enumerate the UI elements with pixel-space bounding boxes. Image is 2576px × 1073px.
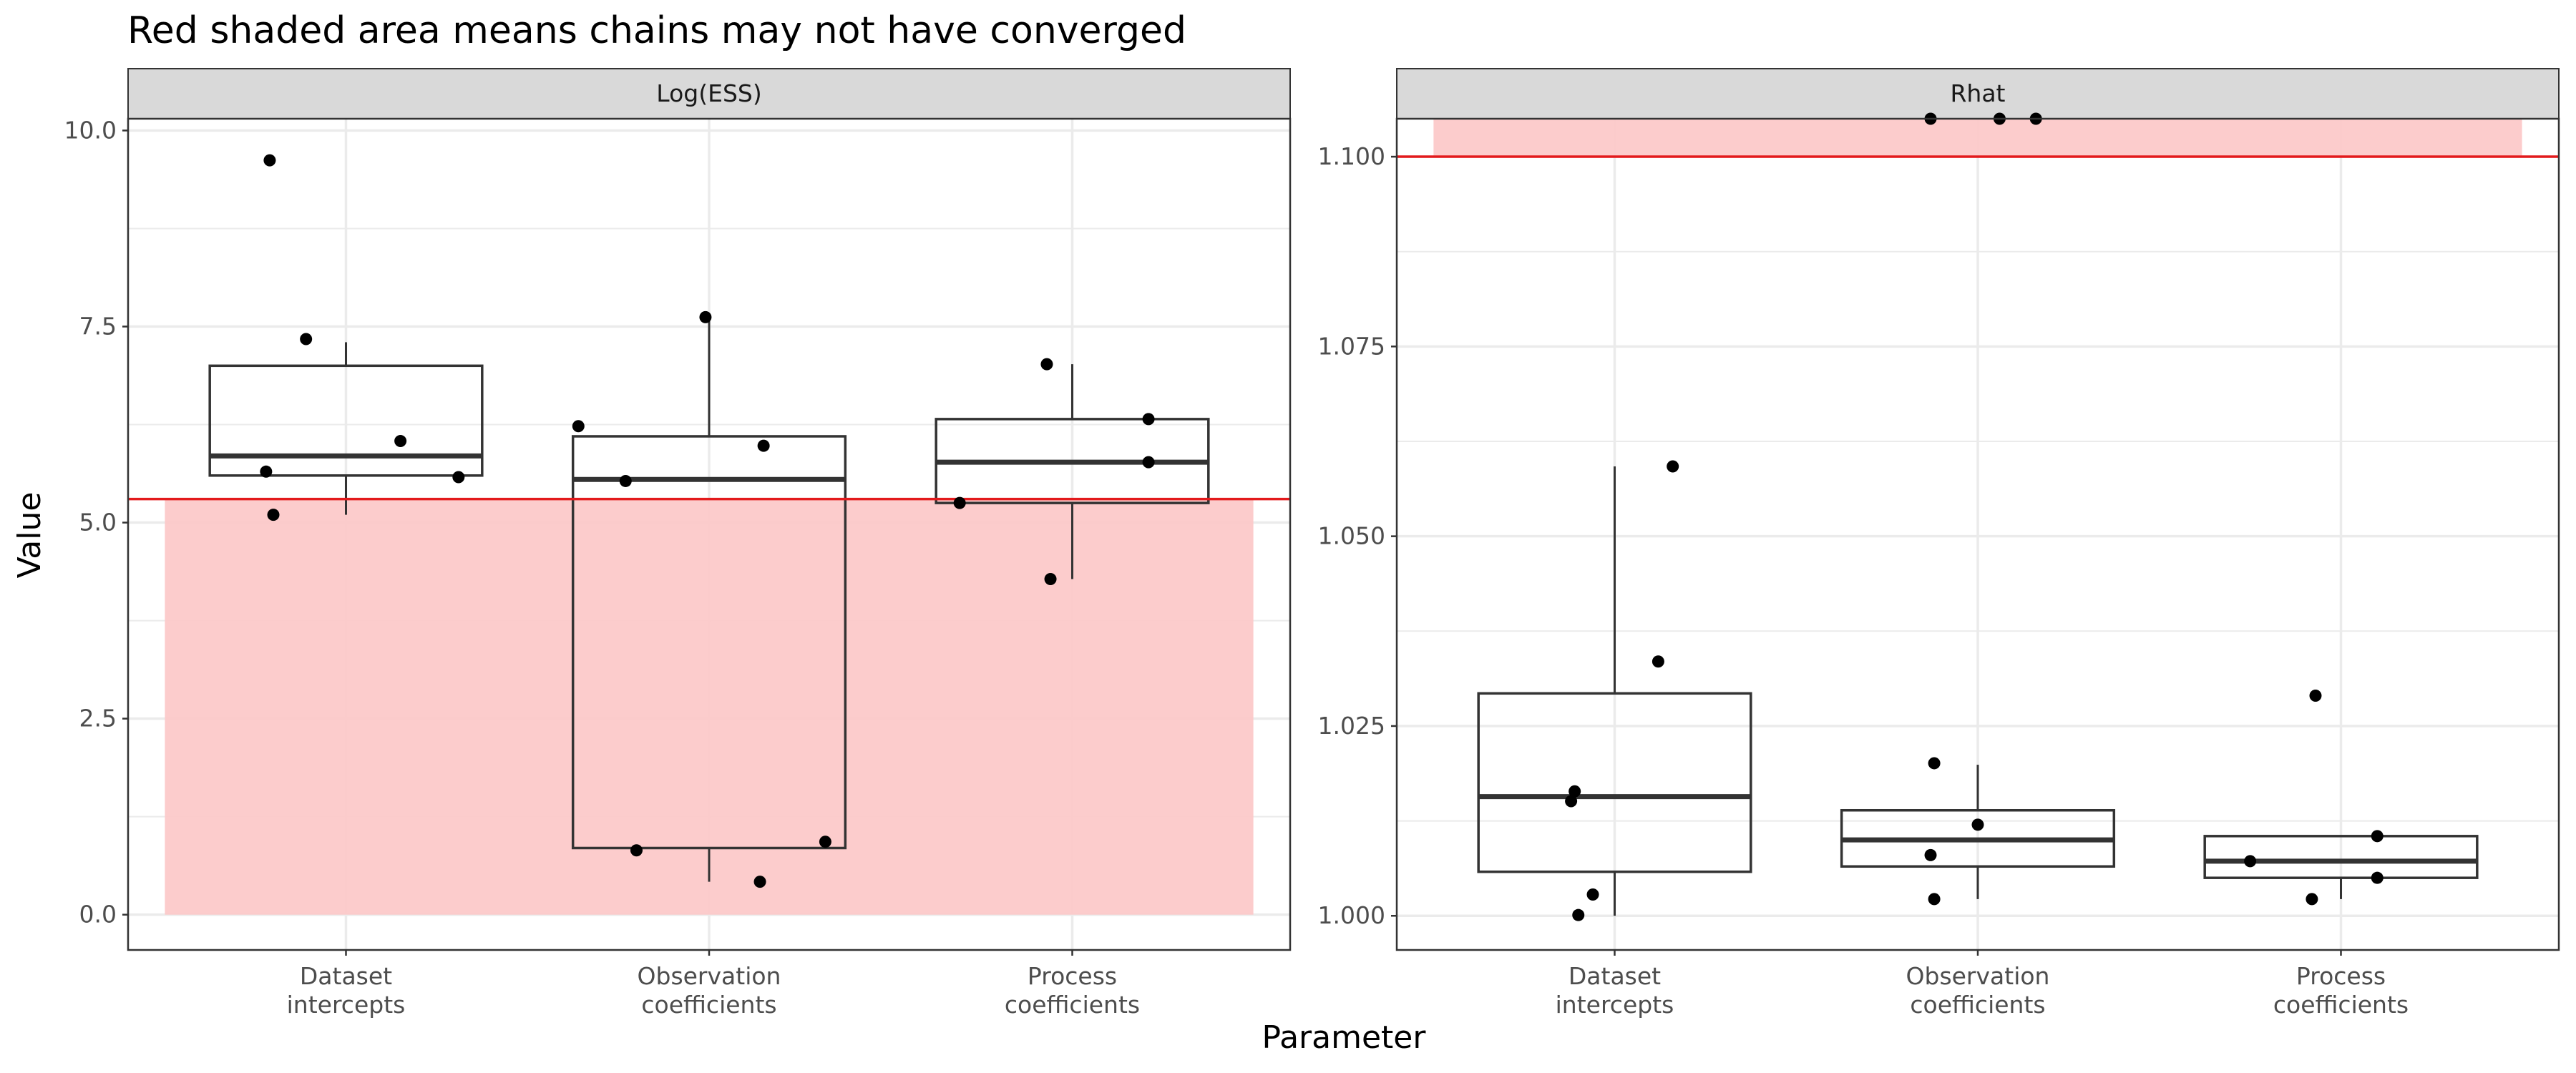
data-point bbox=[2371, 830, 2384, 843]
x-tick-label: Dataset intercepts bbox=[287, 962, 406, 1019]
data-point bbox=[1652, 655, 1664, 668]
data-point bbox=[1040, 358, 1053, 371]
data-point bbox=[1924, 848, 1937, 861]
data-point bbox=[1572, 908, 1585, 921]
data-point bbox=[2371, 871, 2384, 884]
x-tick-label: Dataset intercepts bbox=[1556, 962, 1674, 1019]
data-point bbox=[267, 509, 280, 521]
data-point bbox=[630, 844, 643, 857]
data-point bbox=[953, 496, 966, 509]
y-tick-label: 1.025 bbox=[1318, 712, 1385, 740]
y-tick-label: 10.0 bbox=[64, 116, 117, 144]
x-tick-label: Process coefficients bbox=[1005, 962, 1140, 1019]
data-point bbox=[2309, 690, 2322, 702]
y-tick-label: 1.100 bbox=[1318, 142, 1385, 170]
facet-strip-label: Rhat bbox=[1950, 79, 2005, 107]
data-point bbox=[699, 310, 712, 323]
data-point bbox=[1928, 757, 1941, 770]
data-point bbox=[263, 154, 276, 167]
data-point bbox=[1044, 572, 1057, 585]
y-tick-label: 5.0 bbox=[79, 509, 117, 536]
data-point bbox=[1928, 893, 1941, 906]
box-iqr bbox=[2203, 835, 2479, 879]
y-tick-label: 0.0 bbox=[79, 901, 117, 929]
data-point bbox=[753, 876, 766, 888]
y-axis-title: Value bbox=[11, 492, 48, 579]
data-point bbox=[2306, 893, 2318, 906]
facet-strip bbox=[127, 68, 1291, 119]
data-point bbox=[819, 836, 831, 848]
data-point bbox=[300, 333, 313, 346]
y-tick-label: 1.050 bbox=[1318, 522, 1385, 550]
x-tick-label: Process coefficients bbox=[2273, 962, 2409, 1019]
data-point bbox=[2244, 855, 2257, 868]
data-point bbox=[1568, 785, 1581, 798]
panel-1: Rhat 1.000 1.025 1.050 1.075 1.100 Dataset inte… bbox=[1318, 68, 2560, 1019]
panel-0: Log(ESS) 0.0 2.5 5.0 7.5 10.0 Dataset intercept… bbox=[64, 68, 1292, 1019]
x-tick-label: Observation coefficients bbox=[1906, 962, 2050, 1019]
data-point bbox=[572, 420, 585, 433]
box-iqr bbox=[208, 364, 484, 477]
data-point bbox=[452, 471, 465, 484]
panels: Log(ESS) 0.0 2.5 5.0 7.5 10.0 Dataset intercept… bbox=[64, 68, 2560, 1019]
x-axis-title: Parameter bbox=[1262, 1019, 1427, 1056]
not-converged-shading bbox=[1433, 119, 2522, 157]
data-point bbox=[260, 465, 273, 478]
data-point bbox=[1565, 795, 1578, 808]
y-tick-label: 7.5 bbox=[79, 313, 117, 340]
data-point bbox=[1142, 456, 1155, 469]
data-point bbox=[619, 474, 632, 487]
y-tick-label: 1.075 bbox=[1318, 332, 1385, 360]
data-point bbox=[1142, 413, 1155, 426]
y-tick-label: 2.5 bbox=[79, 705, 117, 733]
data-point bbox=[1586, 888, 1599, 901]
box-iqr bbox=[1477, 692, 1752, 873]
y-tick-label: 1.000 bbox=[1318, 901, 1385, 929]
data-point bbox=[1971, 818, 1984, 831]
chart-title: Red shaded area means chains may not hav… bbox=[127, 9, 1186, 52]
data-point bbox=[1667, 460, 1679, 473]
facet-strip-label: Log(ESS) bbox=[656, 79, 761, 107]
box-iqr bbox=[571, 435, 847, 850]
data-point bbox=[757, 439, 770, 452]
data-point bbox=[394, 435, 407, 448]
x-tick-label: Observation coefficients bbox=[638, 962, 781, 1019]
